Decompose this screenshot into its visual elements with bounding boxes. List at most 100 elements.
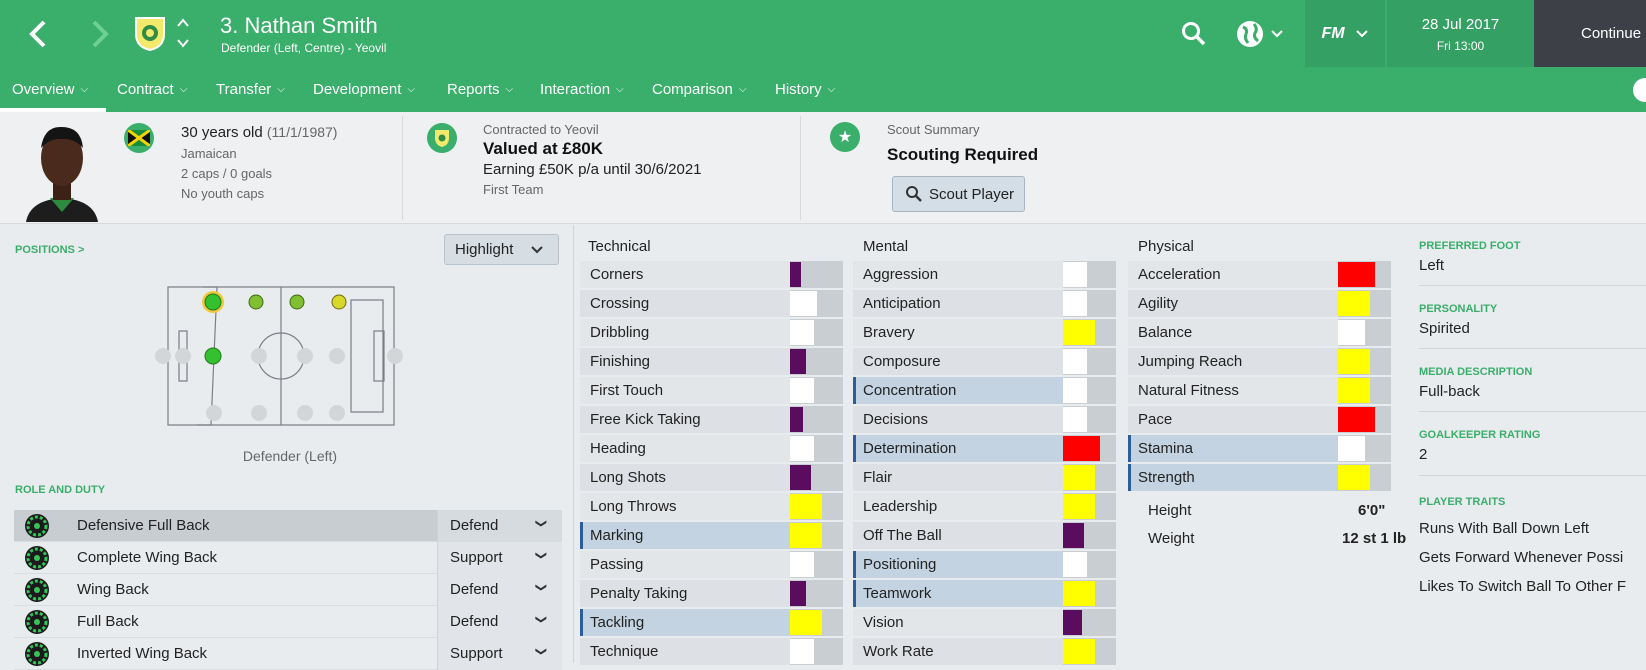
mental-attribute-row[interactable]: Bravery xyxy=(853,318,1116,347)
technical-attribute-row[interactable]: Free Kick Taking xyxy=(580,405,843,434)
tab-label: Comparison xyxy=(652,81,733,98)
duty-dropdown[interactable]: Support ❯ xyxy=(437,638,562,670)
attribute-bar-fill xyxy=(1063,581,1095,606)
mental-attribute-row[interactable]: Aggression xyxy=(853,260,1116,289)
media-description-value: Full-back xyxy=(1419,383,1480,400)
technical-attribute-row[interactable]: Crossing xyxy=(580,289,843,318)
attribute-bar-fill xyxy=(1338,465,1370,490)
search-icon[interactable] xyxy=(1181,14,1207,54)
mental-heading: Mental xyxy=(863,238,909,255)
attribute-bar xyxy=(1338,319,1391,346)
mental-attribute-row[interactable]: Concentration xyxy=(853,376,1116,405)
physical-attribute-row[interactable]: Acceleration xyxy=(1128,260,1391,289)
attribute-bar-fill xyxy=(790,465,811,490)
player-position-club: Defender (Left, Centre) - Yeovil xyxy=(221,41,387,55)
key-attribute-marker xyxy=(1128,464,1131,491)
role-and-duty-label: ROLE AND DUTY xyxy=(15,484,106,496)
duty-dropdown[interactable]: Defend ❯ xyxy=(437,574,562,606)
tab-history[interactable]: History ⌵ xyxy=(775,67,835,112)
tab-overview[interactable]: Overview ⌵ xyxy=(12,67,88,112)
up-down-chevrons-icon[interactable] xyxy=(176,16,190,50)
physical-attribute-row[interactable]: Agility xyxy=(1128,289,1391,318)
mental-attribute-row[interactable]: Determination xyxy=(853,434,1116,463)
physical-attribute-row[interactable]: Balance xyxy=(1128,318,1391,347)
technical-attribute-row[interactable]: Long Shots xyxy=(580,463,843,492)
attribute-name: First Touch xyxy=(590,382,664,399)
highlight-dropdown[interactable]: Highlight xyxy=(444,234,559,265)
trait-item: Runs With Ball Down Left xyxy=(1419,520,1590,537)
height-value: 6'0" xyxy=(1358,502,1386,519)
role-row[interactable]: Inverted Wing Back Support ❯ xyxy=(14,638,562,670)
club-crest-icon[interactable] xyxy=(131,14,169,52)
technical-attribute-row[interactable]: Passing xyxy=(580,550,843,579)
tab-reports[interactable]: Reports ⌵ xyxy=(447,67,513,112)
tab-contract[interactable]: Contract ⌵ xyxy=(117,67,187,112)
attribute-bar xyxy=(790,580,843,607)
tab-interaction[interactable]: Interaction ⌵ xyxy=(540,67,624,112)
tab-bar: Overview ⌵ Contract ⌵ Transfer ⌵ Developmen… xyxy=(0,67,1646,112)
trait-item: Likes To Switch Ball To Other F xyxy=(1419,578,1627,595)
technical-attribute-row[interactable]: Marking xyxy=(580,521,843,550)
duty-dropdown[interactable]: Support ❯ xyxy=(437,542,562,574)
physical-heading: Physical xyxy=(1138,238,1194,255)
attribute-bar-fill xyxy=(790,349,806,374)
mental-attribute-row[interactable]: Vision xyxy=(853,608,1116,637)
duty-dropdown[interactable]: Defend ❯ xyxy=(437,510,562,542)
active-tab-indicator xyxy=(0,108,106,112)
scout-player-button[interactable]: Scout Player xyxy=(892,176,1025,212)
mental-attribute-row[interactable]: Anticipation xyxy=(853,289,1116,318)
attribute-name: Agility xyxy=(1138,295,1179,312)
role-row[interactable]: Full Back Defend ❯ xyxy=(14,606,562,638)
physical-attribute-row[interactable]: Pace xyxy=(1128,405,1391,434)
tab-label: Reports xyxy=(447,81,500,98)
technical-attribute-row[interactable]: Long Throws xyxy=(580,492,843,521)
mental-attribute-row[interactable]: Decisions xyxy=(853,405,1116,434)
positions-link[interactable]: POSITIONS > xyxy=(15,244,85,256)
technical-attribute-row[interactable]: Corners xyxy=(580,260,843,289)
physical-attribute-row[interactable]: Strength xyxy=(1128,463,1391,492)
technical-attribute-row[interactable]: Tackling xyxy=(580,608,843,637)
role-row[interactable]: Defensive Full Back Defend ❯ xyxy=(14,510,562,542)
attribute-name: Vision xyxy=(863,614,904,631)
role-row[interactable]: Wing Back Defend ❯ xyxy=(14,574,562,606)
player-name: 3. Nathan Smith xyxy=(220,13,378,38)
jamaica-flag-icon xyxy=(124,123,154,153)
technical-attribute-row[interactable]: Heading xyxy=(580,434,843,463)
mental-attribute-row[interactable]: Off The Ball xyxy=(853,521,1116,550)
mental-attribute-row[interactable]: Flair xyxy=(853,463,1116,492)
attribute-bar-fill xyxy=(1063,262,1087,287)
continue-button[interactable]: Continue xyxy=(1534,0,1646,67)
technical-attribute-row[interactable]: Technique xyxy=(580,637,843,666)
attribute-bar-fill xyxy=(790,610,822,635)
mental-attribute-row[interactable]: Composure xyxy=(853,347,1116,376)
mental-attribute-row[interactable]: Work Rate xyxy=(853,637,1116,666)
toggle-switch[interactable] xyxy=(1633,78,1646,102)
attribute-bar-fill xyxy=(1338,320,1365,345)
mental-attribute-row[interactable]: Leadership xyxy=(853,492,1116,521)
technical-attribute-row[interactable]: Finishing xyxy=(580,347,843,376)
fm-menu-button[interactable]: FM xyxy=(1305,0,1385,67)
forward-arrow-icon[interactable] xyxy=(84,14,116,54)
mental-attribute-row[interactable]: Teamwork xyxy=(853,579,1116,608)
attribute-name: Finishing xyxy=(590,353,651,370)
positions-pitch xyxy=(155,286,403,426)
attribute-bar-fill xyxy=(790,552,814,577)
technical-attribute-row[interactable]: Dribbling xyxy=(580,318,843,347)
role-name: Inverted Wing Back xyxy=(77,645,208,662)
attribute-bar-fill xyxy=(1063,407,1087,432)
technical-attribute-row[interactable]: First Touch xyxy=(580,376,843,405)
tab-transfer[interactable]: Transfer ⌵ xyxy=(216,67,285,112)
physical-attribute-row[interactable]: Natural Fitness xyxy=(1128,376,1391,405)
technical-attribute-row[interactable]: Penalty Taking xyxy=(580,579,843,608)
role-row[interactable]: Complete Wing Back Support ❯ xyxy=(14,542,562,574)
globe-menu-icon[interactable] xyxy=(1236,14,1286,54)
key-attribute-marker xyxy=(1128,435,1131,462)
tab-development[interactable]: Development ⌵ xyxy=(313,67,415,112)
duty-dropdown[interactable]: Defend ❯ xyxy=(437,606,562,638)
mental-attribute-row[interactable]: Positioning xyxy=(853,550,1116,579)
back-arrow-icon[interactable] xyxy=(22,14,54,54)
attribute-bar xyxy=(1063,319,1116,346)
physical-attribute-row[interactable]: Stamina xyxy=(1128,434,1391,463)
tab-comparison[interactable]: Comparison ⌵ xyxy=(652,67,746,112)
physical-attribute-row[interactable]: Jumping Reach xyxy=(1128,347,1391,376)
